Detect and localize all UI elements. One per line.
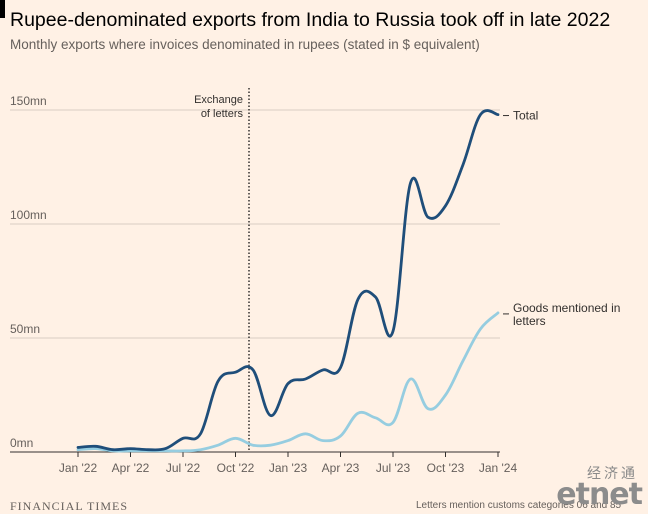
x-tick-label: Jan '24 <box>479 461 518 475</box>
watermark-cn: 经济通 <box>587 465 638 481</box>
y-tick-label: 50mn <box>10 322 40 336</box>
y-tick-label: 150mn <box>10 94 47 108</box>
x-tick-label: Apr '22 <box>112 461 150 475</box>
x-tick-label: Apr '23 <box>322 461 360 475</box>
series-line-total <box>76 109 500 452</box>
footnote: Letters mention customs categories 06 an… <box>416 500 622 511</box>
x-tick-label: Jan '22 <box>59 461 98 475</box>
chart-subtitle: Monthly exports where invoices denominat… <box>10 37 480 52</box>
x-tick-label: Jul '23 <box>376 461 411 475</box>
chart-title: Rupee-denominated exports from India to … <box>10 9 611 31</box>
source-logo: FINANCIAL TIMES <box>10 499 129 513</box>
x-tick-label: Jul '22 <box>166 461 201 475</box>
x-tick-label: Oct '22 <box>217 461 255 475</box>
y-tick-label: 0mn <box>10 436 33 450</box>
x-tick-label: Oct '23 <box>427 461 465 475</box>
series-label: Goods mentioned in <box>513 301 620 315</box>
series-label: letters <box>513 314 546 328</box>
title-accent-bar <box>0 0 5 18</box>
x-tick-label: Jan '23 <box>269 461 308 475</box>
watermark-en: etnet <box>556 477 643 512</box>
y-tick-label: 100mn <box>10 208 47 222</box>
watermark: 经济通 etnet <box>554 463 644 512</box>
annotation-label: Exchange <box>194 94 243 106</box>
series-label: Total <box>513 109 538 123</box>
annotation-label: of letters <box>201 108 244 120</box>
